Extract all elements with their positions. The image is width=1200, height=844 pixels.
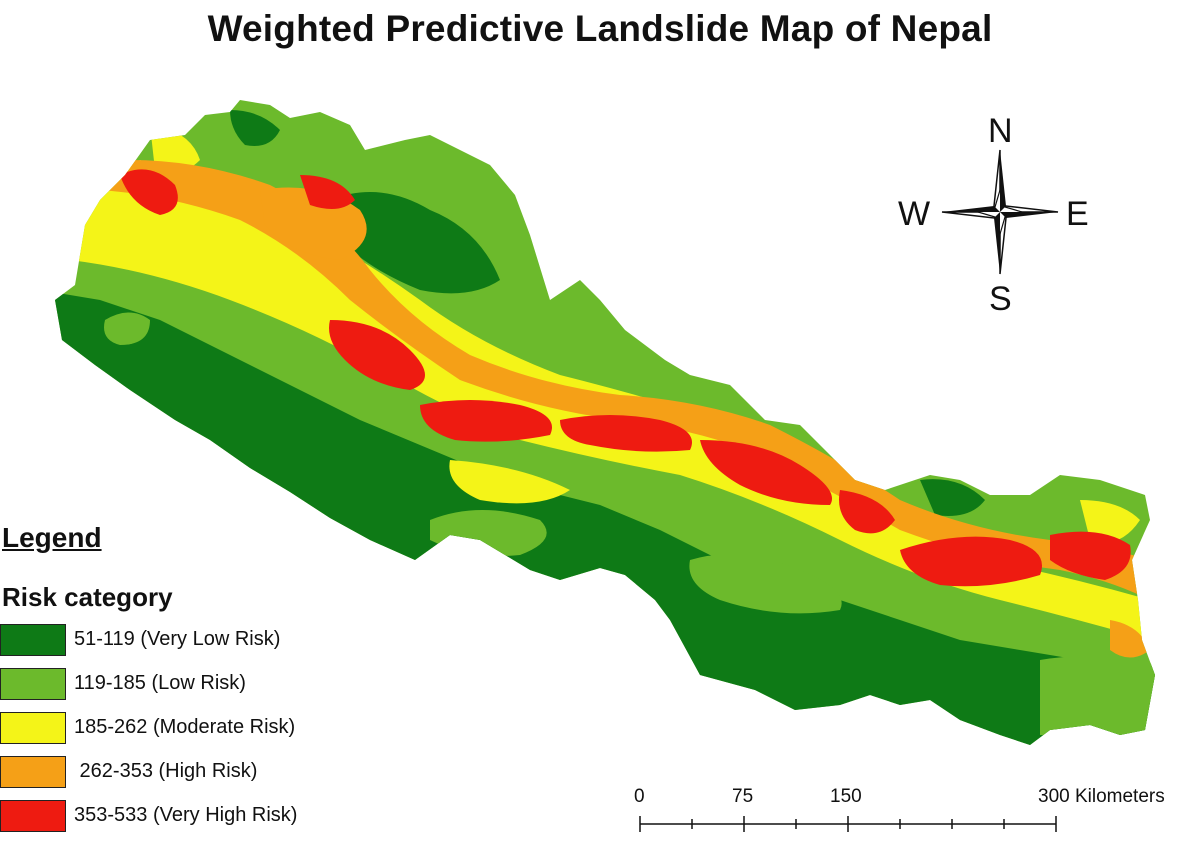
zone-low-terai-patch	[104, 312, 150, 345]
legend-label: 119-185 (Low Risk)	[74, 672, 246, 694]
legend-subheading: Risk category	[2, 582, 173, 612]
zone-low-terai-patch	[1040, 656, 1155, 740]
legend-label: 185-262 (Moderate Risk)	[74, 716, 296, 738]
scale-label-0: 0	[634, 786, 645, 807]
zone-very-low-north	[230, 110, 280, 146]
north-arrow-compass-icon	[941, 149, 1059, 275]
compass-north-label: N	[988, 112, 1013, 150]
compass-west-label: W	[898, 195, 931, 233]
zone-low-terai-patch	[430, 510, 547, 556]
zone-very-low-north	[330, 192, 500, 294]
zone-very-high-east	[839, 490, 895, 534]
compass-east-label: E	[1066, 195, 1089, 233]
zone-very-high-central	[420, 400, 552, 442]
map-title: Weighted Predictive Landslide Map of Nep…	[207, 8, 993, 49]
legend-swatch	[0, 712, 66, 744]
zone-moderate-patch	[1080, 500, 1140, 543]
zone-very-high-east	[700, 440, 832, 505]
legend-swatch	[0, 668, 66, 700]
zone-very-high-west	[300, 175, 355, 209]
legend-swatch	[0, 800, 66, 832]
legend-label: 353-533 (Very High Risk)	[74, 804, 298, 826]
legend-swatch	[0, 756, 66, 788]
zone-high-band	[100, 160, 1150, 600]
zone-high-patch	[1110, 620, 1150, 658]
scale-label-75: 75	[732, 786, 754, 807]
zone-moderate-patch	[449, 460, 570, 504]
zone-very-low-north	[920, 479, 985, 516]
zone-very-high-central	[329, 320, 425, 390]
zone-very-high-east	[1050, 531, 1131, 580]
legend-heading: Legend	[2, 522, 102, 553]
legend-label: 262-353 (High Risk)	[74, 760, 258, 782]
legend-swatch	[0, 624, 66, 656]
zone-very-high-west	[120, 169, 178, 215]
scale-bar	[639, 816, 1057, 832]
zone-very-high-east	[900, 536, 1042, 587]
scale-label-300: 300 Kilometers	[1038, 786, 1165, 807]
zone-very-high-central	[560, 415, 692, 452]
zone-low-terai-patch	[689, 554, 842, 614]
legend-label: 51-119 (Very Low Risk)	[74, 628, 281, 650]
compass-south-label: S	[989, 280, 1012, 318]
scale-label-150: 150	[830, 786, 862, 807]
